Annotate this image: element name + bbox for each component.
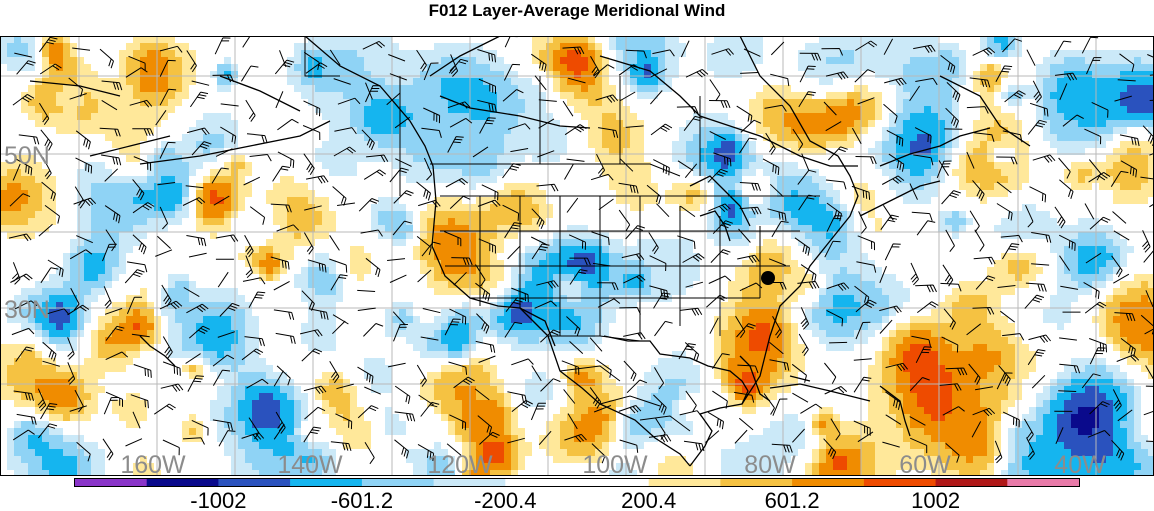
colorbar-swatches	[75, 479, 1080, 486]
colorbar-swatch	[290, 479, 363, 486]
colorbar-swatch	[577, 479, 650, 486]
colorbar: -1002 -601.2 -200.4 200.4 601.2 1002	[74, 478, 1080, 511]
colorbar-swatch	[863, 479, 937, 486]
lon-label-140w: 140W	[277, 451, 343, 476]
colorbar-swatch	[720, 479, 793, 486]
colorbar-swatch	[361, 479, 435, 486]
colorbar-swatch	[505, 479, 578, 486]
colorbar-label: -200.4	[474, 488, 536, 511]
colorbar-label: 200.4	[621, 488, 676, 511]
colorbar-label: -1002	[190, 488, 246, 511]
lat-label-30n: 30N	[4, 296, 50, 324]
colorbar-frame	[74, 478, 1080, 487]
lon-label-100w: 100W	[582, 451, 648, 476]
colorbar-swatch	[75, 479, 148, 486]
lon-label-40w: 40W	[1054, 451, 1106, 476]
political-borders	[304, 36, 820, 432]
colorbar-swatch	[146, 479, 219, 486]
lon-label-60w: 60W	[899, 451, 951, 476]
meridional-wind-map: 50N 30N 160W 140W 120W 100W 80W 60W 40W	[0, 36, 1154, 476]
colorbar-swatch	[648, 479, 721, 486]
wind-barbs	[8, 36, 1154, 465]
colorbar-swatch	[792, 479, 865, 486]
lon-label-120w: 120W	[427, 451, 493, 476]
lon-label-80w: 80W	[744, 451, 796, 476]
colorbar-label: 1002	[911, 488, 960, 511]
map-title: F012 Layer-Average Meridional Wind	[428, 1, 726, 20]
colorbar-swatch	[1007, 479, 1080, 486]
colorbar-label: 601.2	[765, 488, 820, 511]
lon-label-160w: 160W	[120, 451, 186, 476]
colorbar-swatch	[218, 479, 291, 486]
colorbar-label: -601.2	[331, 488, 393, 511]
wind-shading	[0, 36, 1154, 476]
station-marker	[761, 271, 775, 285]
lat-label-50n: 50N	[4, 142, 50, 170]
colorbar-swatch	[433, 479, 506, 486]
colorbar-swatch	[935, 479, 1008, 486]
